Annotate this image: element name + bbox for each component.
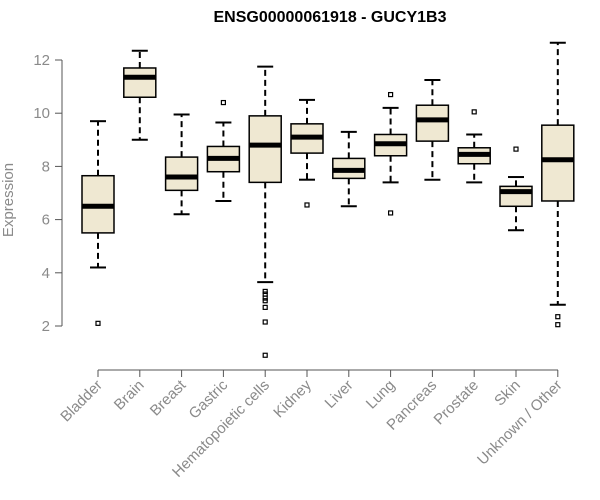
outlier-point: [262, 352, 268, 358]
outlier-point: [262, 298, 268, 304]
box-group: [541, 41, 575, 328]
y-tick-label: 4: [42, 265, 50, 282]
outlier-point: [220, 99, 226, 106]
box-group: [457, 109, 491, 184]
box-iqr: [164, 156, 199, 192]
box-group: [248, 65, 282, 358]
boxes: [81, 41, 575, 358]
box-iqr: [248, 115, 282, 184]
box-group: [81, 120, 115, 326]
outlier-point: [555, 322, 561, 328]
outlier-point: [388, 91, 394, 98]
outlier-point: [262, 319, 268, 325]
y-axis-label: Expression: [0, 163, 17, 237]
x-tick-label: Skin: [491, 377, 524, 410]
outlier-point: [262, 295, 268, 301]
box-group: [164, 113, 199, 216]
outlier-point: [555, 314, 561, 320]
outlier-point: [471, 109, 477, 115]
outlier-point: [388, 210, 394, 216]
y-tick-label: 6: [42, 212, 50, 229]
outlier-point: [262, 288, 268, 295]
outlier-point: [95, 320, 101, 326]
box-iqr: [415, 104, 450, 142]
box-iqr: [541, 124, 575, 202]
box-group: [290, 98, 324, 208]
chart-title: ENSG00000061918 - GUCY1B3: [213, 9, 446, 26]
x-tick-label: Breast: [147, 376, 190, 419]
box-iqr: [123, 67, 157, 98]
x-tick-label: Brain: [111, 377, 148, 414]
x-tick-label: Bladder: [57, 377, 106, 426]
box-group: [206, 99, 241, 202]
x-tick-label: Prostate: [430, 377, 482, 429]
y-tick-label: 10: [33, 105, 50, 122]
y-tick-label: 8: [42, 158, 50, 175]
x-tick-label: Liver: [322, 377, 357, 412]
y-tick-label: 2: [42, 318, 50, 335]
x-tick-label: Lung: [363, 377, 399, 413]
box-group: [123, 49, 157, 141]
x-tick-label: Kidney: [270, 376, 315, 421]
box-group: [373, 91, 408, 216]
box-group: [415, 78, 450, 181]
outlier-point: [262, 304, 268, 310]
y-tick-label: 12: [33, 52, 50, 69]
box-group: [332, 130, 366, 208]
y-ticks: 2 4 6 8 10 12: [33, 52, 62, 335]
box-group: [499, 146, 533, 232]
outlier-point: [513, 146, 519, 152]
outlier-point: [304, 202, 310, 208]
